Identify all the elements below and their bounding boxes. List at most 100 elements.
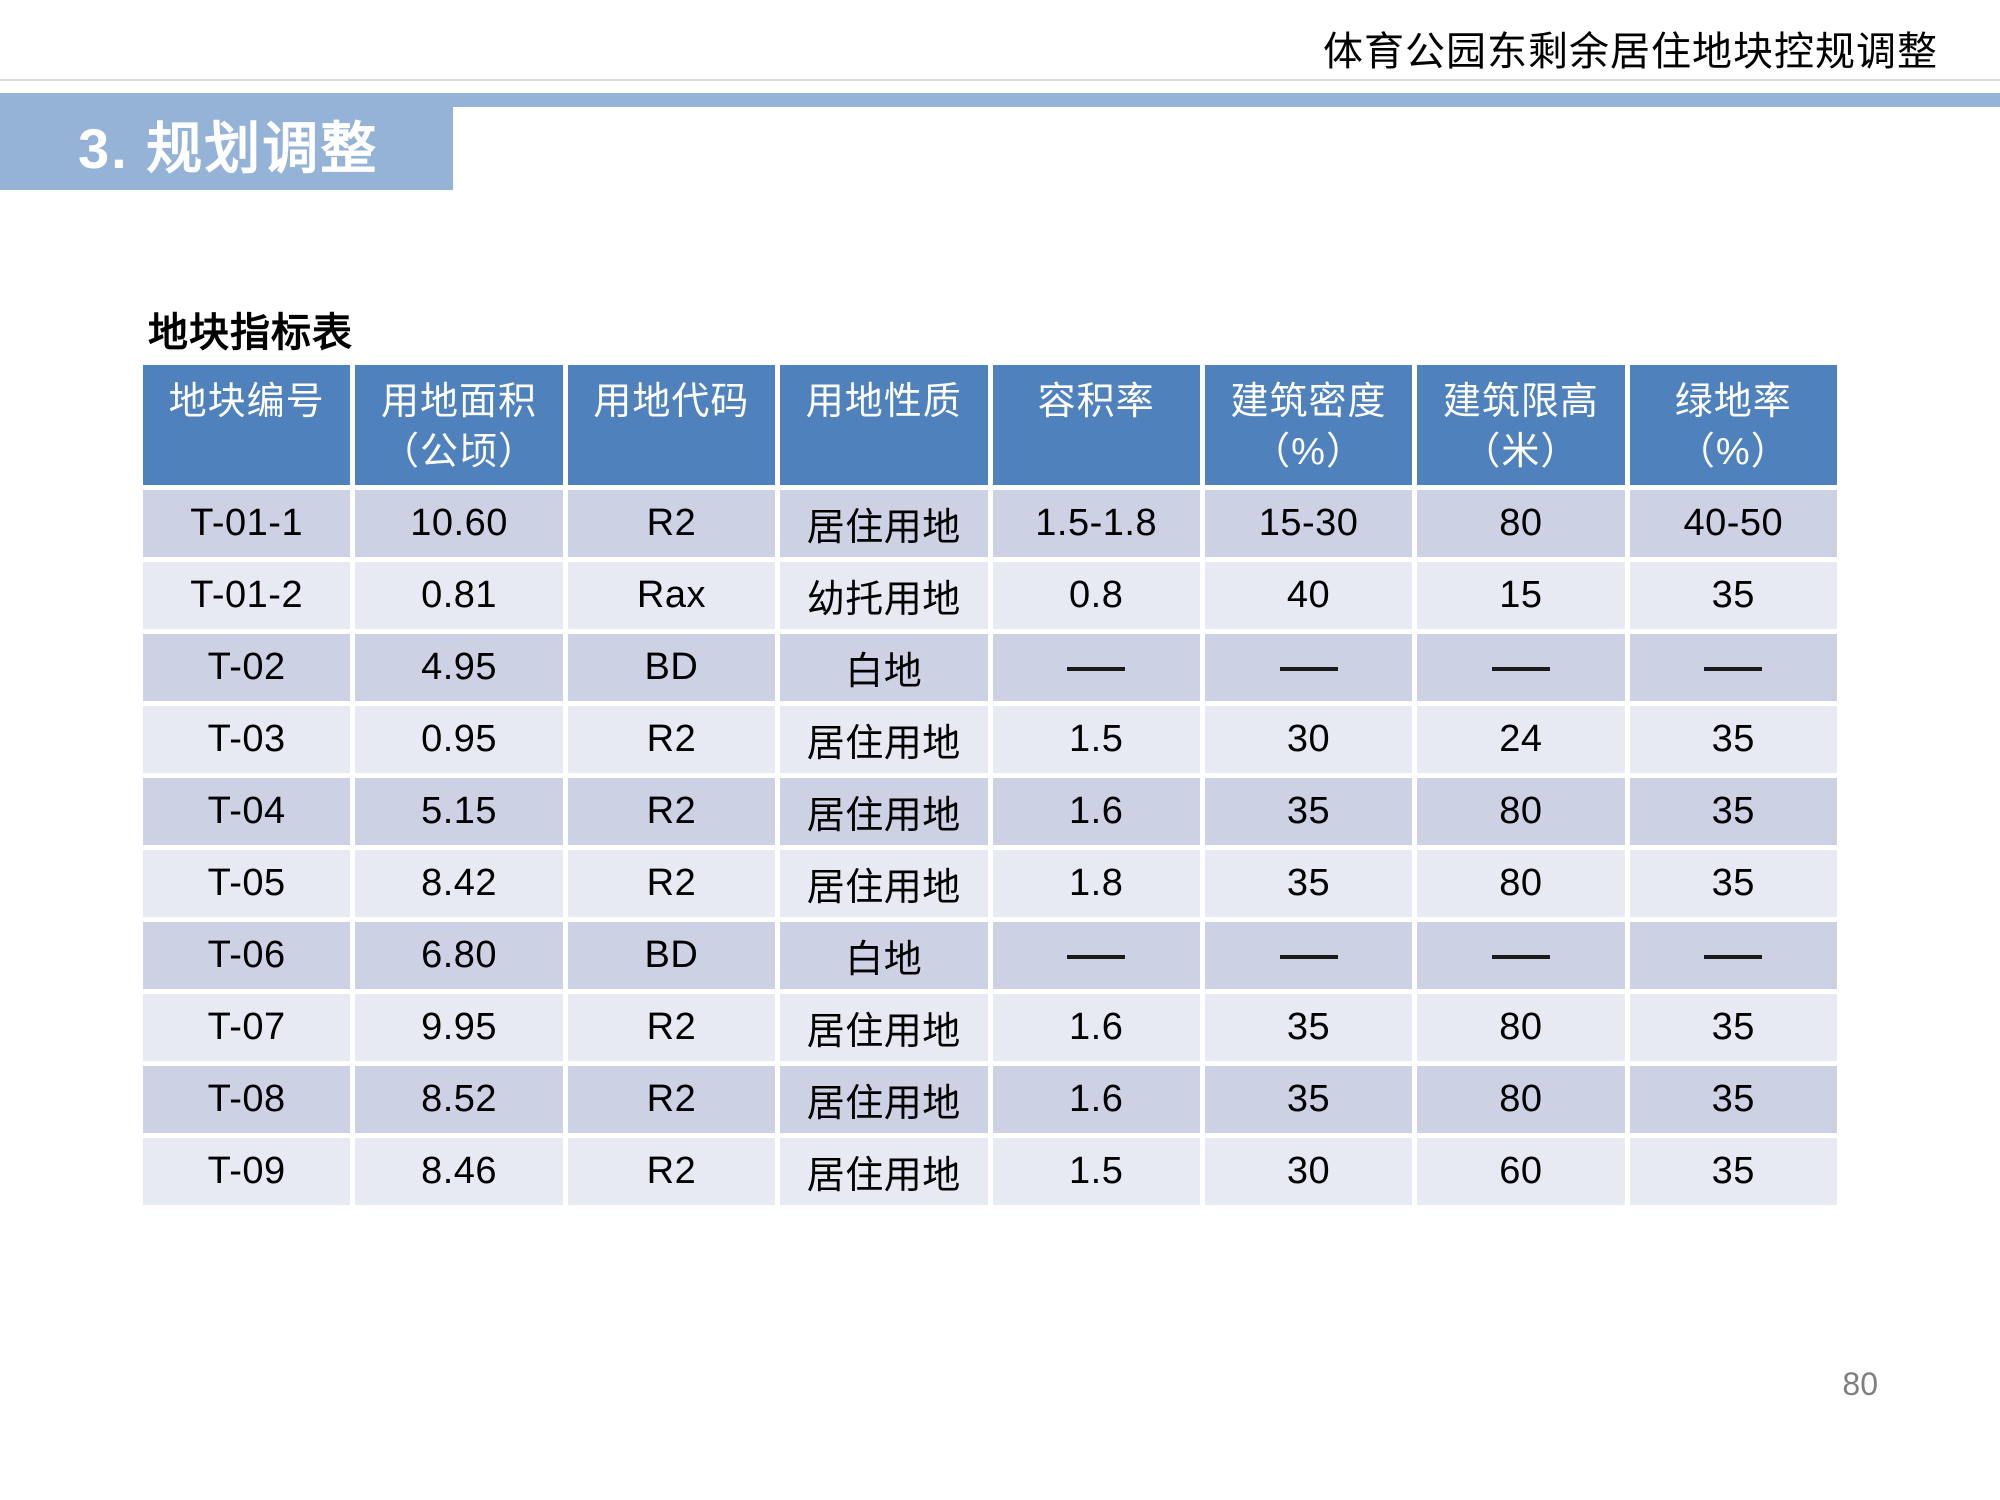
table-cell: 居住用地 (780, 1138, 988, 1205)
plot-indicator-table: 地块编号 用地面积 （公顷） 用地代码 用地性质 容积率 建筑密度 （%） 建筑限高 （米） 绿地率… (138, 360, 1842, 1210)
table-cell: 居住用地 (780, 778, 988, 845)
table-header-line: 用地代码 (593, 381, 750, 423)
table-cell: 10.60 (355, 490, 563, 557)
table-cell: 15 (1417, 562, 1625, 629)
table-cell: 1.6 (992, 994, 1200, 1061)
section-banner: 3. 规划调整 (0, 93, 453, 190)
table-row: T-03 0.95 R2 居住用地 1.5 30 24 35 (143, 706, 1837, 773)
table-cell: 40-50 (1629, 490, 1837, 557)
table-cell: 35 (1204, 850, 1413, 917)
table-cell: 幼托用地 (780, 562, 988, 629)
table-cell: 0.95 (355, 706, 563, 773)
table-header-line: （%） (1676, 431, 1790, 473)
table-cell: BD (567, 634, 776, 701)
table-row: T-04 5.15 R2 居住用地 1.6 35 80 35 (143, 778, 1837, 845)
table-row: T-06 6.80 BD 白地 (143, 922, 1837, 989)
table-cell (1417, 922, 1625, 989)
table-cell: T-08 (143, 1066, 351, 1133)
table-header-cell: 用地代码 (567, 365, 776, 485)
table-cell: 35 (1629, 706, 1837, 773)
table-cell: 1.6 (992, 1066, 1200, 1133)
table-header-line: （%） (1252, 431, 1365, 473)
table-cell: 1.8 (992, 850, 1200, 917)
table-header-line: 容积率 (1037, 381, 1155, 423)
table-cell: 1.5-1.8 (992, 490, 1200, 557)
table-cell: R2 (567, 1138, 776, 1205)
table-cell: 40 (1204, 562, 1413, 629)
table-header-line: 用地性质 (805, 381, 962, 423)
table-cell: Rax (567, 562, 776, 629)
table-row: T-09 8.46 R2 居住用地 1.5 30 60 35 (143, 1138, 1837, 1205)
table-header-cell: 绿地率 （%） (1629, 365, 1837, 485)
page-number: 80 (1842, 1366, 1878, 1402)
table-cell: T-06 (143, 922, 351, 989)
table-cell: R2 (567, 1066, 776, 1133)
table-head: 地块编号 用地面积 （公顷） 用地代码 用地性质 容积率 建筑密度 （%） 建筑限高 （米） 绿地率… (143, 365, 1837, 485)
table-cell: 白地 (780, 634, 988, 701)
table-cell: T-04 (143, 778, 351, 845)
table-cell: 1.5 (992, 1138, 1200, 1205)
dash-placeholder (1279, 666, 1338, 671)
table-cell: 35 (1629, 778, 1837, 845)
table-title: 地块指标表 (148, 311, 353, 355)
table-cell: 8.52 (355, 1066, 563, 1133)
table-row: T-08 8.52 R2 居住用地 1.6 35 80 35 (143, 1066, 1837, 1133)
table-cell: 居住用地 (780, 994, 988, 1061)
table-cell: 80 (1417, 490, 1625, 557)
table-cell (1204, 634, 1413, 701)
section-title: 3. 规划调整 (78, 117, 379, 180)
table-cell: T-07 (143, 994, 351, 1061)
table-cell: T-01-2 (143, 562, 351, 629)
table-header-cell: 用地性质 (780, 365, 988, 485)
table-header-line: 绿地率 (1674, 381, 1792, 423)
table-cell: 30 (1204, 1138, 1413, 1205)
table-cell: 15-30 (1204, 490, 1413, 557)
table-header-row: 地块编号 用地面积 （公顷） 用地代码 用地性质 容积率 建筑密度 （%） 建筑限高 （米） 绿地率… (143, 365, 1837, 485)
table-cell: 5.15 (355, 778, 563, 845)
document-title: 体育公园东剩余居住地块控规调整 (1323, 30, 1938, 74)
table-cell: R2 (567, 850, 776, 917)
table-cell: 4.95 (355, 634, 563, 701)
table-row: T-01-1 10.60 R2 居住用地 1.5-1.8 15-30 80 40-50 (143, 490, 1837, 557)
table-cell: 9.95 (355, 994, 563, 1061)
table-cell: 居住用地 (780, 706, 988, 773)
table-cell: T-02 (143, 634, 351, 701)
table-cell: 35 (1629, 562, 1837, 629)
table-cell: 35 (1629, 850, 1837, 917)
table-cell: 80 (1417, 778, 1625, 845)
table-cell: 居住用地 (780, 1066, 988, 1133)
table-cell (1629, 922, 1837, 989)
dash-placeholder (1491, 666, 1550, 671)
table-header-line: 建筑密度 (1230, 381, 1387, 423)
header-divider (0, 79, 2000, 81)
dash-placeholder (1067, 954, 1126, 959)
table-header-cell: 建筑密度 （%） (1204, 365, 1413, 485)
table-cell: 80 (1417, 994, 1625, 1061)
table-row: T-02 4.95 BD 白地 (143, 634, 1837, 701)
table-cell: R2 (567, 490, 776, 557)
table-cell: 35 (1629, 1138, 1837, 1205)
table-cell: 8.46 (355, 1138, 563, 1205)
table-cell: 0.8 (992, 562, 1200, 629)
table-cell: R2 (567, 778, 776, 845)
table-cell: BD (567, 922, 776, 989)
dash-placeholder (1704, 954, 1763, 959)
table-cell: 60 (1417, 1138, 1625, 1205)
dash-placeholder (1491, 954, 1550, 959)
table-cell: 30 (1204, 706, 1413, 773)
table-cell: T-09 (143, 1138, 351, 1205)
table-cell: 80 (1417, 850, 1625, 917)
table-header-line: （米） (1462, 431, 1580, 473)
table-header-cell: 建筑限高 （米） (1417, 365, 1625, 485)
table-cell: 居住用地 (780, 490, 988, 557)
dash-placeholder (1279, 954, 1338, 959)
table-cell: T-03 (143, 706, 351, 773)
table-cell: 8.42 (355, 850, 563, 917)
table-cell: 0.81 (355, 562, 563, 629)
table-header-line: 建筑限高 (1442, 381, 1599, 423)
table-cell: T-01-1 (143, 490, 351, 557)
table-cell: 35 (1204, 994, 1413, 1061)
table-row: T-07 9.95 R2 居住用地 1.6 35 80 35 (143, 994, 1837, 1061)
table-cell (992, 634, 1200, 701)
banner-strip (0, 93, 2000, 107)
